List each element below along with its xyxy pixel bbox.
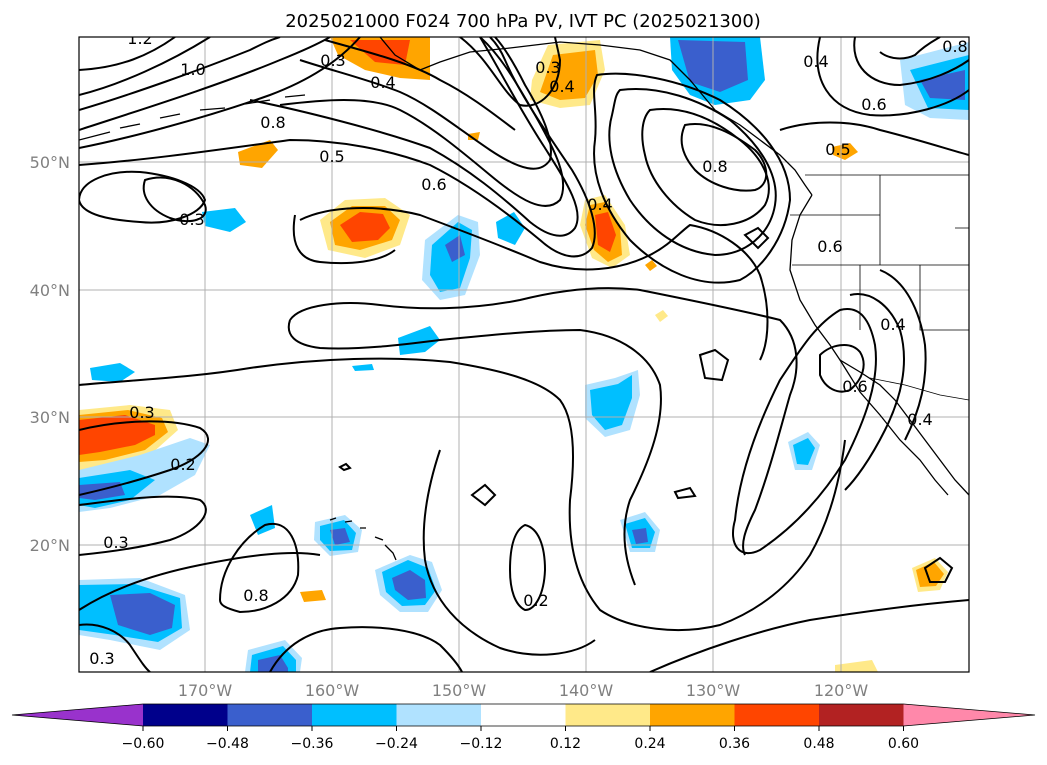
contour-label: 0.6 — [861, 95, 886, 114]
map-title: 2025021000 F024 700 hPa PV, IVT PC (2025… — [285, 11, 761, 32]
colorbar-segment — [312, 704, 397, 726]
shade-small-dots — [645, 143, 858, 322]
lat-label-50n: 50°N — [30, 153, 70, 172]
lat-label-30n: 30°N — [30, 408, 70, 427]
colorbar-segment — [396, 704, 482, 726]
contour-label: 0.4 — [587, 195, 612, 214]
contour-label: 0.4 — [907, 410, 932, 429]
colorbar-tick-label: −0.24 — [375, 736, 418, 752]
coastline-alaska — [379, 37, 813, 196]
colorbar-tick-label: 0.60 — [888, 736, 919, 752]
colorbar-segment — [143, 704, 228, 726]
shade-central-positive — [320, 198, 410, 258]
colorbar-tick-label: −0.12 — [460, 736, 503, 752]
lon-label-170w: 170°W — [178, 681, 233, 700]
ivt-contours — [79, 37, 969, 672]
colorbar-segment — [481, 704, 566, 726]
contour-label: 0.2 — [523, 591, 548, 610]
contour-label: 0.3 — [129, 403, 154, 422]
contour-labels: 1.2 1.0 0.8 0.5 0.6 0.3 0.3 0.4 0.4 0.4 … — [89, 29, 967, 668]
shade-east-pacific-negative — [585, 370, 820, 470]
border-states — [790, 175, 969, 331]
contour-label: 0.4 — [370, 73, 395, 92]
lon-label-120w: 120°W — [814, 681, 869, 700]
colorbar-extend-min — [12, 704, 143, 726]
colorbar-tick-label: −0.60 — [122, 736, 165, 752]
colorbar-tick-label: 0.12 — [550, 736, 581, 752]
shade-central-negative — [90, 208, 525, 382]
map-frame — [78, 36, 970, 673]
colorbar-tick-label: 0.24 — [634, 736, 665, 752]
contour-label: 0.3 — [179, 210, 204, 229]
coastlines — [79, 37, 969, 561]
colorbar-extend-max — [903, 704, 1035, 726]
contour-label: 1.0 — [180, 60, 205, 79]
lon-label-150w: 150°W — [432, 681, 487, 700]
map-panel: 1.2 1.0 0.8 0.5 0.6 0.3 0.3 0.4 0.4 0.4 … — [78, 29, 970, 673]
contour-label: 0.2 — [170, 455, 195, 474]
lon-label-130w: 130°W — [686, 681, 741, 700]
contour-label: 0.6 — [421, 175, 446, 194]
map-background — [79, 37, 969, 672]
colorbar: −0.60 −0.48 −0.36 −0.24 −0.12 0.12 0.24 0.36 0.4… — [11, 703, 1036, 752]
contour-label: 0.3 — [103, 533, 128, 552]
lon-label-160w: 160°W — [305, 681, 360, 700]
colorbar-segment — [227, 704, 313, 726]
lon-ticks: 170°W 160°W 150°W 140°W 130°W 120°W — [178, 681, 869, 700]
contour-label: 1.2 — [127, 29, 152, 48]
coastline-hawaii — [329, 517, 397, 561]
colorbar-tick-label: −0.48 — [206, 736, 249, 752]
contour-label: 0.5 — [825, 140, 850, 159]
coastline-west-us — [789, 194, 969, 496]
contour-label: 0.8 — [260, 113, 285, 132]
contour-label: 0.6 — [842, 377, 867, 396]
colorbar-segment — [565, 704, 651, 726]
colorbar-tick-label: 0.48 — [803, 736, 834, 752]
colorbar-tick-label: −0.36 — [291, 736, 334, 752]
lat-label-20n: 20°N — [30, 536, 70, 555]
gridlines — [79, 37, 969, 672]
colorbar-segment — [819, 704, 904, 726]
contour-label: 0.8 — [942, 37, 967, 56]
lon-label-140w: 140°W — [559, 681, 614, 700]
lat-ticks: 50°N 40°N 30°N 20°N — [30, 153, 70, 555]
contour-label: 0.4 — [803, 52, 828, 71]
contour-label: 0.8 — [243, 586, 268, 605]
contour-label: 0.8 — [702, 157, 727, 176]
contour-label: 0.5 — [319, 147, 344, 166]
colorbar-segment — [650, 704, 735, 726]
colorbar-tick-label: 0.36 — [719, 736, 750, 752]
contour-label: 0.3 — [89, 649, 114, 668]
shade-south-positive — [300, 558, 948, 672]
contour-label: 0.3 — [535, 58, 560, 77]
lat-label-40n: 40°N — [30, 281, 70, 300]
coastline-baja — [839, 359, 949, 496]
contour-label: 0.4 — [880, 315, 905, 334]
shade-south-negative — [79, 505, 660, 672]
contour-label: 0.3 — [320, 51, 345, 70]
coastline-aleutians — [79, 94, 306, 141]
contour-label: 0.6 — [817, 237, 842, 256]
contour-label: 0.4 — [549, 77, 574, 96]
colorbar-segment — [734, 704, 820, 726]
